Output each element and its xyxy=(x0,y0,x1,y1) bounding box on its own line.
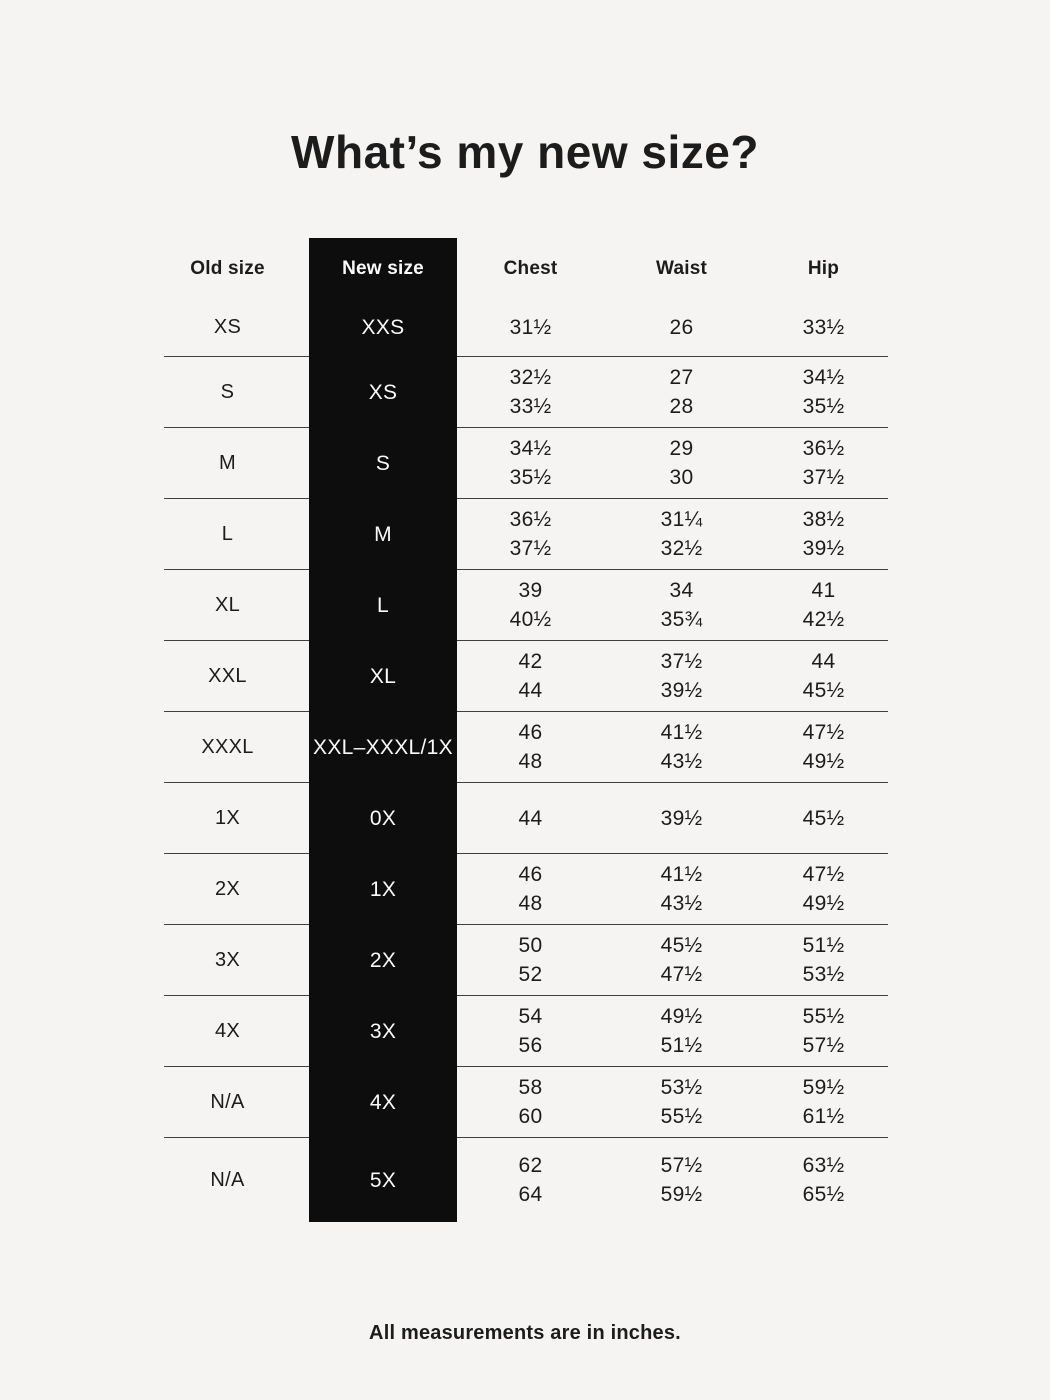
cell-chest: 58 60 xyxy=(518,1076,543,1128)
cell-chest: 42 44 xyxy=(518,650,543,702)
cell-hip: 51½ 53½ xyxy=(802,934,845,986)
size-chart-table: Old size New size Chest Waist Hip XS XXS… xyxy=(164,238,888,1222)
table-header-row: Old size New size Chest Waist Hip xyxy=(164,238,888,298)
cell-waist: 27 28 xyxy=(669,366,694,418)
table-row: 3X 2X 50 52 45½ 47½ 51½ 53½ xyxy=(164,925,888,996)
cell-new-size: 3X xyxy=(369,1019,397,1043)
cell-old-size: 2X xyxy=(214,877,241,900)
cell-new-size: 2X xyxy=(369,948,397,972)
cell-waist: 49½ 51½ xyxy=(660,1005,703,1057)
table-row: XS XXS 31½ 26 33½ xyxy=(164,298,888,357)
cell-old-size: XXL xyxy=(208,664,247,687)
table-row: XXL XL 42 44 37½ 39½ 44 45½ xyxy=(164,641,888,712)
cell-waist: 53½ 55½ xyxy=(660,1076,703,1128)
cell-old-size: S xyxy=(220,380,235,403)
cell-hip: 45½ xyxy=(802,806,845,830)
cell-new-size: L xyxy=(377,593,389,617)
cell-hip: 44 45½ xyxy=(802,650,845,702)
cell-new-size: XXS xyxy=(361,315,405,339)
cell-waist: 41½ 43½ xyxy=(660,721,703,773)
cell-waist: 26 xyxy=(669,315,694,339)
cell-chest: 62 64 xyxy=(518,1154,543,1206)
cell-new-size: XS xyxy=(368,380,398,404)
cell-new-size: 4X xyxy=(369,1090,397,1114)
table-row: S XS 32½ 33½ 27 28 34½ 35½ xyxy=(164,357,888,428)
cell-new-size: XL xyxy=(369,664,397,688)
cell-old-size: 1X xyxy=(214,806,241,829)
cell-hip: 47½ 49½ xyxy=(802,721,845,773)
column-header-chest: Chest xyxy=(503,257,558,279)
table-row: L M 36½ 37½ 31¼ 32½ 38½ 39½ xyxy=(164,499,888,570)
column-header-hip: Hip xyxy=(807,257,840,279)
cell-old-size: L xyxy=(221,522,234,545)
cell-new-size: 1X xyxy=(369,877,397,901)
cell-chest: 39 40½ xyxy=(509,579,552,631)
column-header-waist: Waist xyxy=(656,257,707,279)
cell-old-size: XL xyxy=(214,593,241,616)
cell-new-size: M xyxy=(374,522,392,546)
cell-old-size: N/A xyxy=(210,1090,245,1113)
cell-old-size: XS xyxy=(213,315,242,338)
cell-old-size: M xyxy=(219,451,236,474)
cell-chest: 50 52 xyxy=(518,934,543,986)
cell-waist: 34 35¾ xyxy=(660,579,703,631)
cell-chest: 46 48 xyxy=(518,863,543,915)
cell-chest: 32½ 33½ xyxy=(509,366,552,418)
cell-chest: 34½ 35½ xyxy=(509,437,552,489)
table-row: XL L 39 40½ 34 35¾ 41 42½ xyxy=(164,570,888,641)
cell-hip: 55½ 57½ xyxy=(802,1005,845,1057)
cell-chest: 46 48 xyxy=(518,721,543,773)
footnote: All measurements are in inches. xyxy=(369,1322,681,1344)
table-body: XS XXS 31½ 26 33½ S XS 32½ 33½ 27 28 34½ 35… xyxy=(164,298,888,1222)
cell-new-size: 0X xyxy=(369,806,397,830)
table-row: N/A 4X 58 60 53½ 55½ 59½ 61½ xyxy=(164,1067,888,1138)
cell-hip: 59½ 61½ xyxy=(802,1076,845,1128)
column-header-old-size: Old size xyxy=(190,257,265,279)
cell-hip: 33½ xyxy=(802,315,845,339)
cell-chest: 31½ xyxy=(509,315,552,339)
cell-chest: 44 xyxy=(518,806,543,830)
cell-new-size: 5X xyxy=(369,1168,397,1192)
cell-waist: 41½ 43½ xyxy=(660,863,703,915)
table-row: XXXL XXL–XXXL/1X 46 48 41½ 43½ 47½ 49½ xyxy=(164,712,888,783)
cell-hip: 63½ 65½ xyxy=(802,1154,845,1206)
cell-waist: 29 30 xyxy=(669,437,694,489)
table-row: 4X 3X 54 56 49½ 51½ 55½ 57½ xyxy=(164,996,888,1067)
cell-new-size: XXL–XXXL/1X xyxy=(313,735,453,759)
cell-hip: 36½ 37½ xyxy=(802,437,845,489)
cell-chest: 36½ 37½ xyxy=(509,508,552,560)
table-row: N/A 5X 62 64 57½ 59½ 63½ 65½ xyxy=(164,1138,888,1222)
cell-old-size: XXXL xyxy=(201,735,254,758)
cell-hip: 34½ 35½ xyxy=(802,366,845,418)
column-header-new-size: New size xyxy=(342,257,424,279)
cell-old-size: 4X xyxy=(214,1019,241,1042)
cell-waist: 37½ 39½ xyxy=(660,650,703,702)
cell-chest: 54 56 xyxy=(518,1005,543,1057)
cell-old-size: 3X xyxy=(214,948,241,971)
cell-hip: 41 42½ xyxy=(802,579,845,631)
cell-hip: 38½ 39½ xyxy=(802,508,845,560)
cell-waist: 39½ xyxy=(660,806,703,830)
cell-old-size: N/A xyxy=(210,1168,245,1191)
cell-new-size: S xyxy=(375,451,391,475)
cell-waist: 31¼ 32½ xyxy=(660,508,703,560)
page-title: What’s my new size? xyxy=(291,125,759,178)
new-size-column-highlight xyxy=(309,238,457,1222)
cell-waist: 45½ 47½ xyxy=(660,934,703,986)
table-row: M S 34½ 35½ 29 30 36½ 37½ xyxy=(164,428,888,499)
table-row: 1X 0X 44 39½ 45½ xyxy=(164,783,888,854)
table-row: 2X 1X 46 48 41½ 43½ 47½ 49½ xyxy=(164,854,888,925)
cell-waist: 57½ 59½ xyxy=(660,1154,703,1206)
cell-hip: 47½ 49½ xyxy=(802,863,845,915)
